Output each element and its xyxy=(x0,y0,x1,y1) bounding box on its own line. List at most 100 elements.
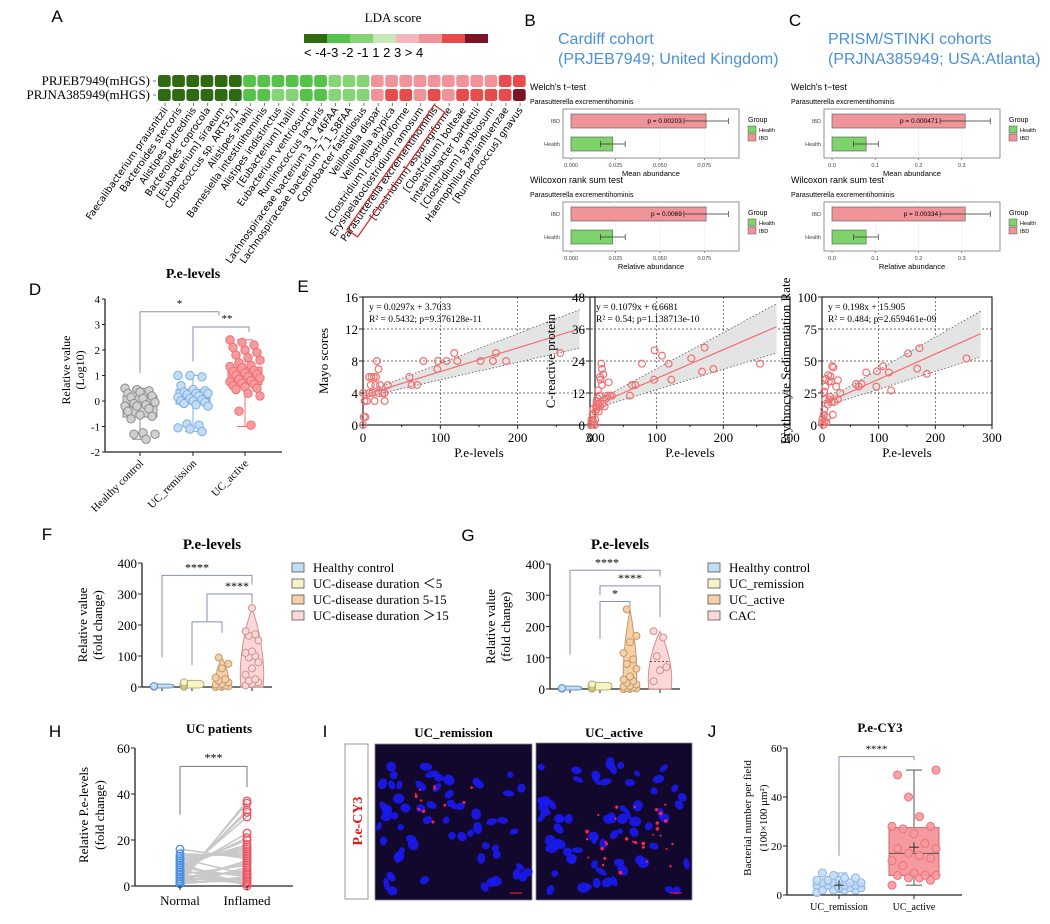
data-point xyxy=(926,875,935,885)
data-point xyxy=(898,824,908,834)
data-point xyxy=(251,630,260,639)
nucleus xyxy=(539,797,549,807)
data-point xyxy=(622,605,631,614)
y-axis-label: (100×100 μm²) xyxy=(758,784,770,851)
bacteria-signal xyxy=(417,807,421,811)
x-tick-label: Normal xyxy=(160,893,200,908)
y-tick-label: 25 xyxy=(804,386,817,401)
heatmap-cell xyxy=(484,89,498,101)
x-tick-label: 300 xyxy=(982,430,1002,445)
bacteria-signal xyxy=(663,819,668,823)
data-point xyxy=(818,868,827,878)
y-tick-label: 400 xyxy=(118,556,138,571)
legend-label: Healthy control xyxy=(313,560,395,575)
data-point xyxy=(370,397,379,406)
nucleus xyxy=(674,800,684,810)
regression-stats: R² = 0.54; p=1.138713e-10 xyxy=(596,315,700,325)
nucleus xyxy=(595,867,607,876)
chart-title: P.e-levels xyxy=(183,537,241,553)
data-point xyxy=(383,381,392,390)
p-value: p = 0.00334 xyxy=(904,211,939,218)
legend-label: IBD xyxy=(759,229,768,235)
nucleus xyxy=(388,780,396,790)
data-point xyxy=(595,391,604,400)
chart-title: P.e-levels xyxy=(166,267,221,282)
nucleus xyxy=(609,830,619,840)
data-point xyxy=(434,357,443,366)
y-tick-label: IBD xyxy=(551,212,560,218)
data-point xyxy=(829,363,838,372)
heatmap-cell xyxy=(399,75,413,87)
legend-label: IBD xyxy=(759,136,768,142)
x-tick-label: 100 xyxy=(647,430,667,445)
data-point xyxy=(826,372,835,381)
legend-title: Group xyxy=(1009,210,1029,217)
data-point xyxy=(856,878,866,888)
legend-label: CAC xyxy=(729,608,756,623)
y-tick-label: 12 xyxy=(572,386,585,401)
bacteria-signal xyxy=(655,827,660,831)
p-value: p = 0.000471 xyxy=(900,118,939,125)
x-tick-label: UC_remission xyxy=(146,457,200,511)
data-point xyxy=(218,664,226,673)
y-tick-label: 60 xyxy=(117,741,130,756)
nucleus xyxy=(624,779,635,787)
data-point xyxy=(600,402,609,411)
y-tick-label: 40 xyxy=(117,787,130,802)
heatmap-cell xyxy=(442,75,455,87)
panel-h-paired: UC patients 0 20 40 60 Relative P.e-levels (fo… xyxy=(76,721,293,908)
bacteria-signal xyxy=(433,787,437,790)
data-point xyxy=(926,821,935,831)
data-point xyxy=(450,349,459,358)
x-tick-label: 300 xyxy=(585,430,605,445)
x-tick-label: 0.0 xyxy=(828,256,836,262)
nucleus xyxy=(617,828,624,834)
heatmap-cell xyxy=(257,89,271,101)
heatmap-cell xyxy=(399,89,413,101)
legend-swatch xyxy=(747,125,757,134)
data-point-inflamed xyxy=(242,835,252,845)
bar-plot: Welch's t−test Parasutterella excrementih… xyxy=(791,82,1036,178)
nucleus xyxy=(419,876,430,885)
x-tick-label: 0.1 xyxy=(871,163,879,169)
x-axis-label: P.e-levels xyxy=(454,445,503,460)
data-point xyxy=(407,381,416,390)
data-point xyxy=(211,673,220,682)
nucleus xyxy=(376,821,382,831)
bacteria-signal xyxy=(601,863,605,867)
significance-label: ** xyxy=(222,313,233,325)
data-point xyxy=(359,389,368,398)
data-point xyxy=(755,359,764,368)
data-point xyxy=(203,388,213,399)
data-point xyxy=(862,368,871,377)
y-tick-label: 0 xyxy=(539,682,546,697)
regression-stats: R² = 0.484; p=2.659461e-09 xyxy=(828,315,937,325)
panel-label-B: B xyxy=(524,11,535,30)
y-tick-label: 0 xyxy=(124,879,131,894)
data-point xyxy=(231,384,241,395)
regression-stats: R² = 0.5432; p=9.376128e-11 xyxy=(369,315,482,325)
cohort-subtitle: (PRJEB7949; United Kingdom) xyxy=(558,51,779,68)
data-point xyxy=(657,351,666,360)
data-point xyxy=(203,401,213,411)
heatmap-cell xyxy=(342,89,356,101)
data-point xyxy=(597,365,606,374)
data-point-inflamed xyxy=(242,812,252,822)
data-point xyxy=(915,344,924,353)
row-label: P.e-CY3 xyxy=(351,797,366,846)
pair-line xyxy=(179,857,248,876)
row-label-box xyxy=(344,743,369,900)
data-point xyxy=(234,406,244,416)
data-point xyxy=(915,812,924,822)
confidence-band xyxy=(366,309,580,397)
x-tick-label: 200 xyxy=(926,430,946,445)
panel-f-violin: P.e-levels 0 100 200 300 400 Relative value (fo… xyxy=(75,537,449,695)
y-tick-label: IBD xyxy=(812,119,821,125)
legend-swatch xyxy=(1008,226,1018,235)
bar-plot: Wilcoxon rank sum test Parasutterella exc… xyxy=(791,175,1036,271)
panel-label-H: H xyxy=(49,722,61,741)
chart-title: UC patients xyxy=(186,721,252,736)
pair-line xyxy=(179,876,248,885)
legend-swatch xyxy=(1008,218,1018,227)
significance-label: **** xyxy=(185,560,209,574)
